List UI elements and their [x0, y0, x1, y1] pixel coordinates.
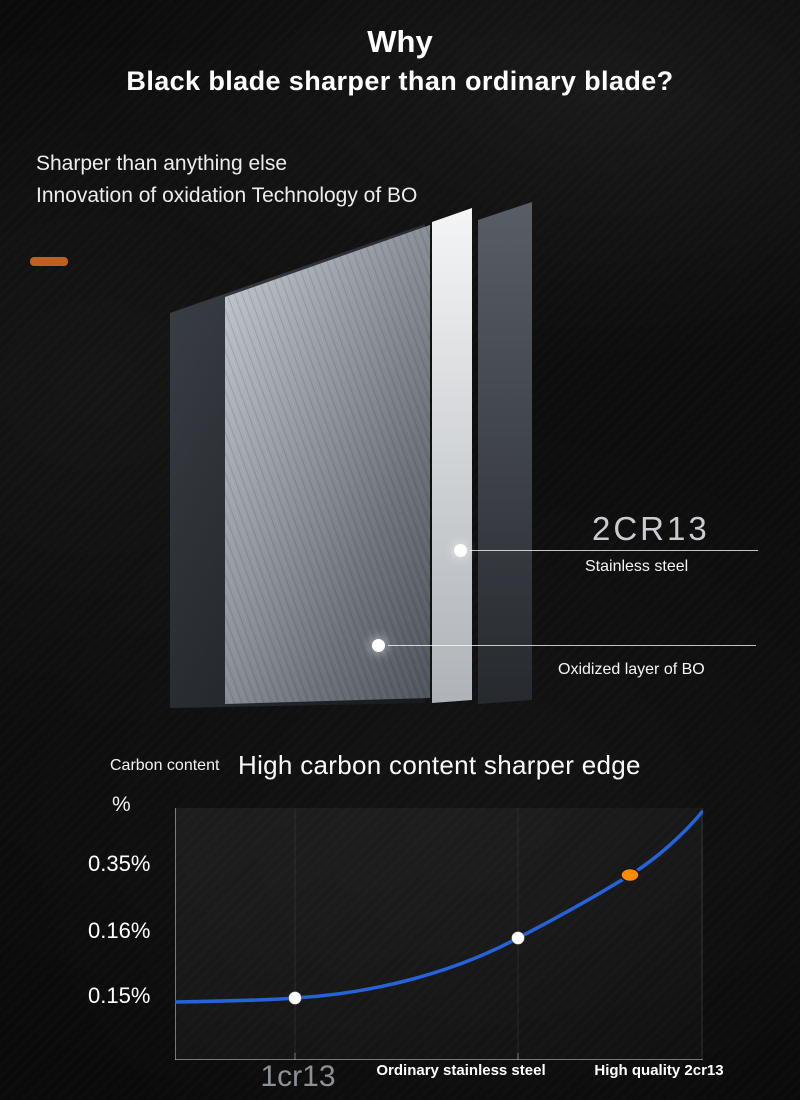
oxidized-marker-dot	[372, 639, 385, 652]
x-label-ordinary-stainless: Ordinary stainless steel	[376, 1062, 546, 1079]
blade-layers-illustration	[170, 202, 532, 708]
steel-grade-label: 2CR13	[592, 510, 710, 547]
oxidized-leader-line	[388, 645, 756, 646]
x-label-1cr13: 1cr13	[260, 1060, 336, 1093]
data-point-ordinary	[511, 931, 525, 945]
y-tick-035: 0.35%	[88, 851, 151, 876]
intro-line-1: Sharper than anything else	[36, 152, 288, 175]
page-title-why: Why	[367, 24, 433, 59]
carbon-curve	[175, 810, 703, 1004]
intro-text: Sharper than anything else Innovation of…	[36, 148, 417, 212]
data-point-high-quality-highlight	[620, 867, 640, 883]
blade-layer-bright-strip	[432, 208, 472, 703]
chart-canvas	[175, 808, 703, 1060]
blade-layer-right-gray	[478, 202, 532, 704]
steel-leader-line	[470, 550, 758, 551]
oxidized-layer-label: Oxidized layer of BO	[558, 661, 705, 678]
y-axis-title: Carbon content	[110, 757, 220, 774]
y-tick-016: 0.16%	[88, 918, 151, 943]
accent-dash	[30, 257, 68, 266]
steel-marker-dot	[454, 544, 467, 557]
y-tick-015: 0.15%	[88, 983, 151, 1008]
y-axis-unit: %	[112, 793, 131, 816]
chart-heading: High carbon content sharper edge	[238, 750, 641, 780]
page-title-question: Black blade sharper than ordinary blade?	[126, 66, 674, 96]
x-label-high-quality-2cr13: High quality 2cr13	[594, 1062, 724, 1079]
carbon-content-chart	[175, 808, 703, 1060]
data-point-1cr13	[288, 991, 302, 1005]
intro-line-2: Innovation of oxidation Technology of BO	[36, 184, 418, 207]
blade-layer-brushed-texture	[225, 225, 430, 704]
steel-name-label: Stainless steel	[585, 558, 689, 575]
